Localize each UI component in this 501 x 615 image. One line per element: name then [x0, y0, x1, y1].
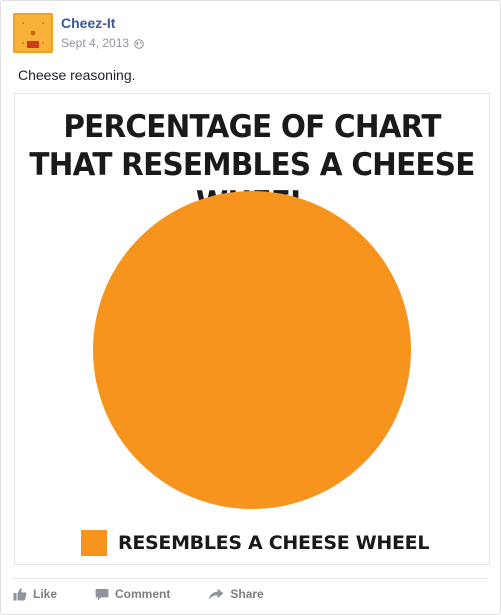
legend-label: RESEMBLES A CHEESE WHEEL	[118, 532, 430, 554]
share-label: Share	[230, 587, 264, 601]
post-actions: Like Comment Share	[13, 587, 302, 601]
post-caption: Cheese reasoning.	[18, 67, 136, 83]
pie-chart-canvas	[93, 191, 411, 509]
like-button[interactable]: Like	[13, 587, 57, 601]
actions-divider	[13, 578, 488, 579]
share-icon	[209, 588, 224, 600]
pie-slice-0	[93, 191, 411, 509]
legend-swatch	[81, 530, 107, 556]
page-name-link[interactable]: Cheez-It	[61, 15, 116, 31]
post-date[interactable]: Sept 4, 2013	[61, 36, 130, 50]
chart-legend: RESEMBLES A CHEESE WHEEL	[81, 530, 429, 556]
pie-chart	[92, 190, 412, 510]
post-photo[interactable]: PERCENTAGE OF CHART THAT RESEMBLES A CHE…	[14, 93, 490, 565]
cheez-it-cracker-icon	[13, 13, 53, 53]
post-meta: Sept 4, 2013	[61, 36, 144, 50]
comment-button[interactable]: Comment	[95, 587, 170, 601]
thumbs-up-icon	[13, 588, 27, 601]
globe-icon[interactable]	[134, 38, 144, 49]
share-button[interactable]: Share	[208, 587, 264, 601]
page-avatar[interactable]	[13, 13, 53, 53]
like-label: Like	[33, 587, 58, 601]
comment-icon	[95, 588, 109, 600]
comment-label: Comment	[115, 587, 171, 601]
